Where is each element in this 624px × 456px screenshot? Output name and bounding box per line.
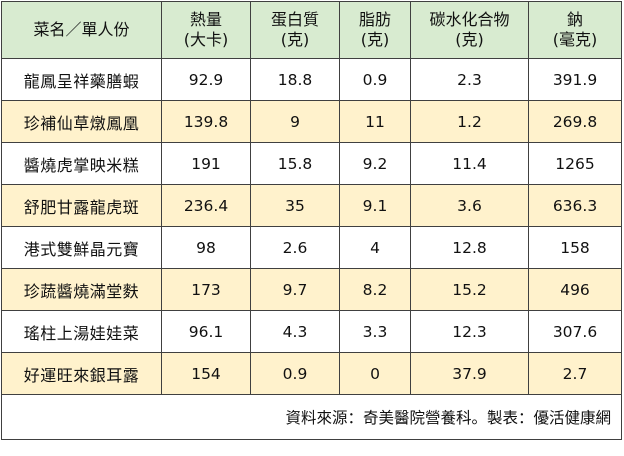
dish-name: 舒肥甘露龍虎斑 <box>1 184 162 227</box>
table-row: 港式雙鮮晶元寶 98 2.6 4 12.8 158 <box>1 226 622 269</box>
table-row: 珍蔬醬燒滿堂麩 173 9.7 8.2 15.2 496 <box>1 268 622 311</box>
fat-cell: 0.9 <box>339 58 411 101</box>
table-row: 瑤柱上湯娃娃菜 96.1 4.3 3.3 12.3 307.6 <box>1 310 622 353</box>
protein-cell: 18.8 <box>250 58 340 101</box>
fat-cell: 0 <box>339 352 411 395</box>
protein-cell: 0.9 <box>250 352 340 395</box>
header-protein: 蛋白質 (克) <box>250 1 340 59</box>
nutrition-table: 菜名／單人份 熱量 (大卡) 蛋白質 (克) 脂肪 (克) 碳水化合物 (克) <box>1 1 622 440</box>
carbs-cell: 2.3 <box>410 58 529 101</box>
header-fat: 脂肪 (克) <box>339 1 411 59</box>
fat-cell: 9.2 <box>339 142 411 185</box>
protein-cell: 4.3 <box>250 310 340 353</box>
sodium-cell: 158 <box>528 226 622 269</box>
calories-cell: 92.9 <box>161 58 251 101</box>
calories-cell: 173 <box>161 268 251 311</box>
dish-name: 瑤柱上湯娃娃菜 <box>1 310 162 353</box>
fat-cell: 3.3 <box>339 310 411 353</box>
carbs-cell: 1.2 <box>410 100 529 143</box>
calories-cell: 236.4 <box>161 184 251 227</box>
fat-cell: 9.1 <box>339 184 411 227</box>
carbs-cell: 11.4 <box>410 142 529 185</box>
dish-name: 醬燒虎掌映米糕 <box>1 142 162 185</box>
sodium-cell: 636.3 <box>528 184 622 227</box>
sodium-cell: 391.9 <box>528 58 622 101</box>
protein-cell: 2.6 <box>250 226 340 269</box>
fat-cell: 8.2 <box>339 268 411 311</box>
fat-cell: 11 <box>339 100 411 143</box>
carbs-cell: 15.2 <box>410 268 529 311</box>
carbs-cell: 3.6 <box>410 184 529 227</box>
fat-cell: 4 <box>339 226 411 269</box>
calories-cell: 139.8 <box>161 100 251 143</box>
dish-name: 龍鳳呈祥藥膳蝦 <box>1 58 162 101</box>
dish-name: 珍補仙草燉鳳凰 <box>1 100 162 143</box>
protein-cell: 35 <box>250 184 340 227</box>
table-row: 舒肥甘露龍虎斑 236.4 35 9.1 3.6 636.3 <box>1 184 622 227</box>
calories-cell: 96.1 <box>161 310 251 353</box>
header-dish: 菜名／單人份 <box>1 1 162 59</box>
sodium-cell: 307.6 <box>528 310 622 353</box>
calories-cell: 154 <box>161 352 251 395</box>
header-calories: 熱量 (大卡) <box>161 1 251 59</box>
header-row: 菜名／單人份 熱量 (大卡) 蛋白質 (克) 脂肪 (克) 碳水化合物 (克) <box>1 1 622 59</box>
header-sodium: 鈉 (毫克) <box>528 1 622 59</box>
table-row: 珍補仙草燉鳳凰 139.8 9 11 1.2 269.8 <box>1 100 622 143</box>
footer-row: 資料來源：奇美醫院營養科。製表：優活健康網 <box>1 394 622 440</box>
carbs-cell: 12.3 <box>410 310 529 353</box>
dish-name: 好運旺來銀耳露 <box>1 352 162 395</box>
dish-name: 珍蔬醬燒滿堂麩 <box>1 268 162 311</box>
sodium-cell: 2.7 <box>528 352 622 395</box>
header-carbs: 碳水化合物 (克) <box>410 1 529 59</box>
table-row: 龍鳳呈祥藥膳蝦 92.9 18.8 0.9 2.3 391.9 <box>1 58 622 101</box>
calories-cell: 191 <box>161 142 251 185</box>
protein-cell: 9.7 <box>250 268 340 311</box>
protein-cell: 15.8 <box>250 142 340 185</box>
sodium-cell: 1265 <box>528 142 622 185</box>
sodium-cell: 496 <box>528 268 622 311</box>
carbs-cell: 37.9 <box>410 352 529 395</box>
carbs-cell: 12.8 <box>410 226 529 269</box>
table-row: 醬燒虎掌映米糕 191 15.8 9.2 11.4 1265 <box>1 142 622 185</box>
table-row: 好運旺來銀耳露 154 0.9 0 37.9 2.7 <box>1 352 622 395</box>
protein-cell: 9 <box>250 100 340 143</box>
sodium-cell: 269.8 <box>528 100 622 143</box>
calories-cell: 98 <box>161 226 251 269</box>
dish-name: 港式雙鮮晶元寶 <box>1 226 162 269</box>
source-credit: 資料來源：奇美醫院營養科。製表：優活健康網 <box>1 394 622 440</box>
